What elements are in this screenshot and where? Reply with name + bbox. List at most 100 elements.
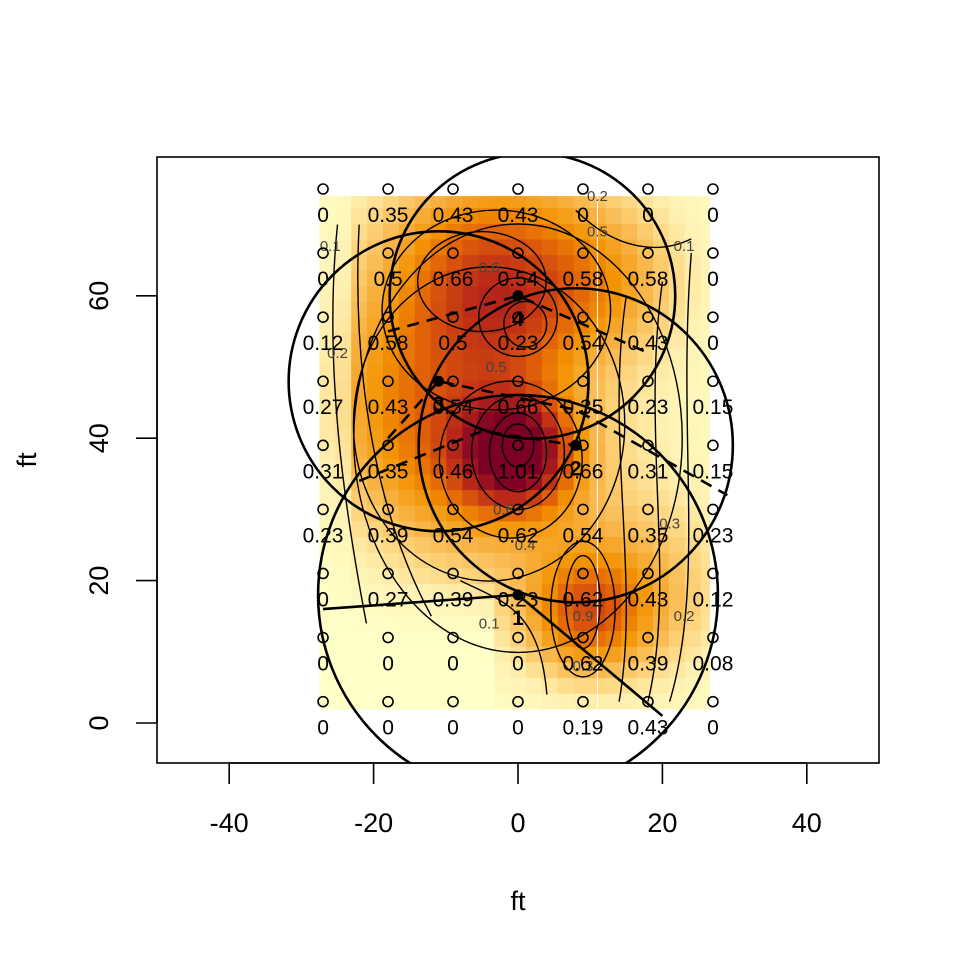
heat-cell [319,583,336,600]
heat-cell [700,196,710,209]
heat-cell [462,614,479,632]
heat-cell [398,552,416,569]
heat-cell [335,552,352,569]
grid-value-label: 0 [512,717,524,740]
heat-cell [621,442,638,459]
grid-point [642,567,654,580]
grid-value-label: 0.58 [368,332,409,355]
grid-point [382,567,394,580]
heat-cell [541,364,559,381]
grid-value-label: 0.66 [498,396,539,419]
heat-cell [573,285,591,303]
grid-point [707,183,719,195]
contour-line [459,579,548,695]
heat-cell [335,646,352,663]
heat-cell [700,693,710,710]
grid-point [512,311,524,323]
heat-cell [430,693,448,710]
heat-cell [541,567,559,585]
heat-cell [668,426,686,444]
heat-cell [367,552,384,569]
contour-label: 0.3 [659,516,680,533]
heat-cell [430,426,448,444]
grid-value-label: 0.23 [303,524,344,547]
heat-cell [462,661,479,679]
grid-point [317,375,329,388]
heat-cell [557,332,575,350]
heat-cell [351,285,368,303]
heat-cell [525,364,543,381]
grid-point [577,375,589,388]
heat-cell [653,196,670,209]
grid-value-label: 0.43 [498,204,539,227]
heat-cell [335,223,352,240]
heat-cell [478,693,495,710]
heat-cell [510,196,527,209]
contour-layer: 0.10.20.50.10.10.20.60.50.60.40.20.30.90… [320,188,694,702]
heat-cell [430,254,448,271]
heat-cell [446,489,463,506]
heat-cell [605,646,622,663]
heat-cell [525,505,543,522]
heat-cell [621,379,638,397]
heat-cell [700,583,710,600]
grid-point [642,439,654,452]
heat-cell [700,661,710,679]
grid-point [707,567,719,580]
grid-point [447,631,459,644]
heat-cell [430,614,448,632]
heat-cell [557,677,575,694]
heat-cell [367,379,384,397]
contour-line [647,281,664,702]
contour-line [332,224,368,624]
heat-cell [621,458,638,475]
heat-cell [367,196,384,209]
heat-cell [319,196,336,209]
heat-cell [462,458,479,475]
heat-cell [510,489,527,506]
source-label: 2 [570,457,582,480]
heat-cell [383,395,400,412]
heat-cell [605,693,622,710]
heat-cell [494,536,511,553]
heat-cell [637,458,654,475]
grid-value-label: 0.54 [563,524,604,547]
heat-cell [319,677,336,694]
heat-cell [700,238,710,256]
heat-cell [621,505,638,522]
heat-cell [383,379,400,397]
heat-cell [398,661,416,679]
grid-value-label: 0 [707,268,719,291]
source-point [512,589,524,601]
heat-cell [351,661,368,679]
grid-point [707,695,719,708]
heat-cell [478,442,495,459]
heat-cell [557,661,575,679]
heat-cell [398,442,416,459]
heat-cell [684,630,702,647]
grid-point [382,439,394,452]
heat-cell [494,505,511,522]
x-tick-label: 0 [510,808,525,838]
range-arc-layer [287,157,735,763]
heat-cell [351,270,368,287]
heat-cell [684,426,702,444]
heat-cell [335,196,352,209]
grid-point [512,375,524,388]
heat-cell [494,489,511,506]
y-axis-label: ft [12,452,42,468]
heat-cell [605,395,622,412]
heat-cell [700,442,710,459]
grid-value-label: 0 [707,332,719,355]
grid-point [382,503,394,516]
heat-cell [430,332,448,350]
heat-cell [637,270,654,287]
heat-cell [351,520,368,538]
heat-cell [430,630,448,647]
heat-cell [557,254,575,271]
heat-cell [398,254,416,271]
heat-cell [398,614,416,632]
heat-cell [478,599,495,616]
heat-cell [637,207,654,224]
